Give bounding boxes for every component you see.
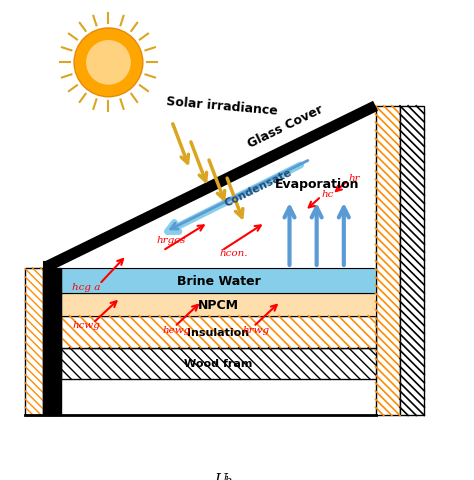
Polygon shape [61, 114, 375, 268]
Text: Brine Water: Brine Water [177, 275, 260, 288]
Polygon shape [61, 268, 375, 294]
Text: Wood fram: Wood fram [184, 359, 253, 369]
Polygon shape [375, 107, 400, 416]
Polygon shape [61, 348, 375, 379]
Text: hrgcs: hrgcs [156, 235, 186, 244]
Text: hcon.: hcon. [220, 249, 248, 258]
Text: Evaporation: Evaporation [274, 178, 359, 191]
Text: Condensate: Condensate [222, 167, 293, 208]
Circle shape [86, 41, 131, 85]
Text: hrwg: hrwg [242, 325, 270, 335]
Text: U: U [214, 471, 227, 480]
Circle shape [74, 29, 143, 97]
Text: hr: hr [348, 174, 360, 183]
Text: Glass Cover: Glass Cover [245, 103, 325, 150]
Text: b: b [224, 475, 231, 480]
Text: Insulation: Insulation [187, 327, 249, 337]
Text: Solar irradiance: Solar irradiance [165, 95, 278, 118]
Polygon shape [25, 268, 43, 416]
Polygon shape [400, 107, 424, 416]
Text: hewg: hewg [163, 325, 191, 335]
Text: hc: hc [321, 190, 334, 199]
Polygon shape [61, 294, 375, 316]
Polygon shape [61, 316, 375, 348]
Text: hcg a: hcg a [72, 282, 100, 291]
Text: hcwg: hcwg [72, 320, 100, 329]
Polygon shape [43, 268, 61, 416]
Text: NPCM: NPCM [198, 299, 239, 312]
